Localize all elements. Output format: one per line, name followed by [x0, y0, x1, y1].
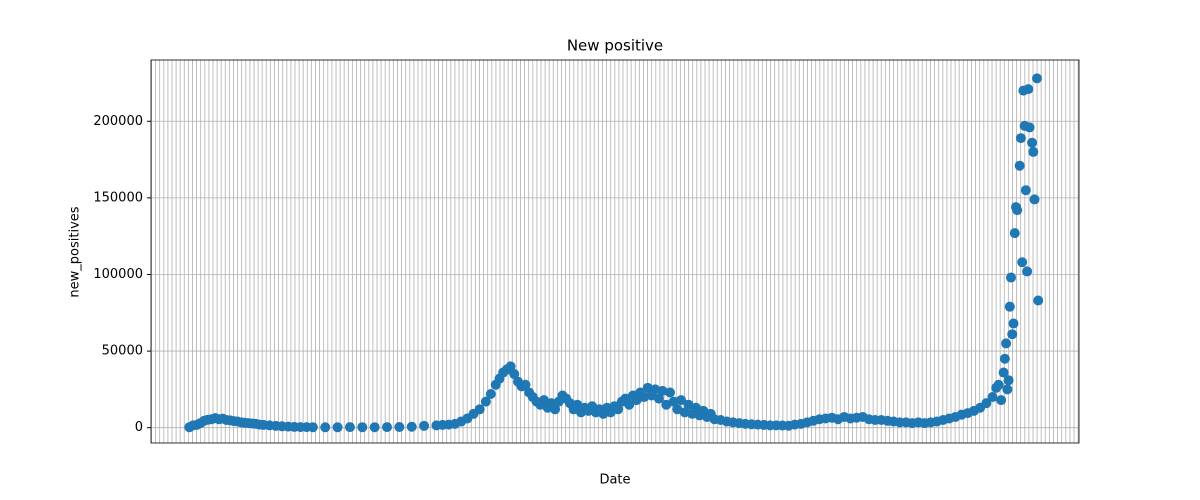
point — [1027, 137, 1038, 148]
point — [550, 404, 561, 415]
point — [320, 422, 331, 433]
point — [1015, 133, 1026, 144]
point — [657, 385, 668, 396]
point — [1033, 295, 1044, 306]
point — [999, 353, 1010, 364]
point — [998, 367, 1009, 378]
point — [1009, 228, 1020, 239]
point — [307, 422, 318, 433]
x-grid — [151, 60, 1079, 443]
point — [1014, 160, 1025, 171]
point — [509, 369, 520, 380]
point — [485, 388, 496, 399]
plot-frame — [150, 59, 1080, 444]
y-tick-label: 200000 — [93, 114, 143, 129]
y-tick-label: 0 — [135, 420, 143, 435]
point — [394, 421, 405, 432]
point — [993, 379, 1004, 390]
point — [1029, 194, 1040, 205]
y-tick-label: 150000 — [93, 190, 143, 205]
point — [357, 422, 368, 433]
point — [406, 421, 417, 432]
point — [1012, 205, 1023, 216]
y-tick-label: 50000 — [102, 344, 143, 359]
point — [1017, 257, 1028, 268]
point — [981, 398, 992, 409]
point — [332, 422, 343, 433]
chart-title: New positive — [567, 37, 663, 55]
x-axis-label: Date — [599, 473, 630, 488]
point — [1001, 338, 1012, 349]
y-tick-label: 100000 — [93, 267, 143, 282]
point — [1006, 272, 1017, 283]
point — [987, 392, 998, 403]
point — [996, 395, 1007, 406]
point — [1003, 375, 1014, 386]
point — [642, 382, 653, 393]
point — [679, 407, 690, 418]
point — [1004, 301, 1015, 312]
point — [639, 392, 650, 403]
point — [505, 361, 516, 372]
point — [676, 395, 687, 406]
point — [419, 420, 430, 431]
point — [653, 393, 664, 404]
point — [624, 399, 635, 410]
point — [1023, 84, 1034, 95]
point — [1002, 384, 1013, 395]
point — [668, 396, 679, 407]
point — [664, 387, 675, 398]
point — [1008, 318, 1019, 329]
point — [1022, 266, 1033, 277]
point — [474, 404, 485, 415]
point — [1024, 122, 1035, 133]
point — [1031, 73, 1042, 84]
point — [1028, 146, 1039, 157]
point — [1020, 185, 1031, 196]
y-axis-label: new_positives — [68, 206, 83, 297]
point — [520, 379, 531, 390]
point — [650, 384, 661, 395]
point — [480, 396, 491, 407]
point — [1007, 329, 1018, 340]
point — [369, 422, 380, 433]
point — [613, 404, 624, 415]
point — [344, 422, 355, 433]
point — [382, 422, 393, 433]
